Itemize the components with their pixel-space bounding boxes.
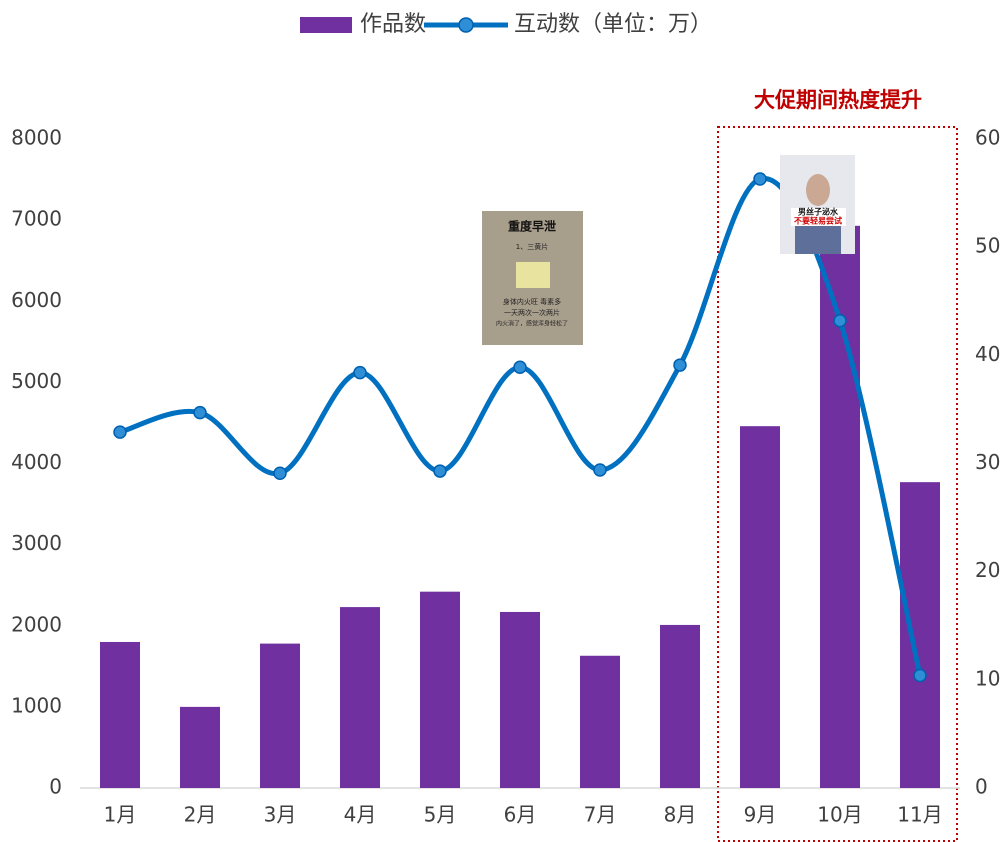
x-tick-label: 8月	[664, 803, 697, 827]
bar	[660, 624, 700, 788]
legend-marker	[458, 17, 474, 33]
y2-tick-label: 0	[975, 775, 988, 799]
image-text: 身体内火旺 毒素多	[503, 297, 561, 306]
y2-tick-label: 30	[975, 450, 1000, 474]
image-pack	[516, 262, 550, 288]
line-marker	[593, 463, 607, 477]
line-marker	[273, 466, 287, 480]
line-marker	[353, 365, 367, 380]
y2-tick-label: 50	[975, 234, 1000, 258]
bar	[420, 591, 460, 788]
image-text: 不要轻易尝试	[794, 216, 842, 226]
y2-tick-label: 60	[975, 126, 1000, 150]
line-marker	[193, 405, 207, 420]
y-tick-label: 8000	[11, 126, 62, 150]
image-text: 一天两次一次两片	[504, 308, 560, 317]
annotation: 大促期间热度提升	[754, 88, 922, 112]
bar	[820, 225, 860, 788]
image-text: 内火消了，感觉浑身轻松了	[496, 320, 568, 328]
y-tick-label: 1000	[11, 693, 62, 717]
x-tick-label: 7月	[584, 803, 617, 827]
legend-label: 互动数（单位：万）	[514, 12, 712, 37]
x-tick-label: 10月	[817, 803, 862, 827]
y-tick-label: 3000	[11, 531, 62, 555]
image-text: 1、三黄片	[516, 242, 548, 251]
x-tick-label: 4月	[344, 803, 377, 827]
x-tick-label: 6月	[504, 803, 537, 827]
image-label-bg	[791, 208, 846, 226]
bar	[500, 611, 540, 788]
line-marker	[673, 358, 687, 372]
bar	[900, 482, 940, 788]
bar	[340, 607, 380, 788]
x-tick-label: 11月	[897, 803, 942, 827]
line-marker	[833, 313, 847, 328]
bar	[260, 643, 300, 788]
bar	[100, 641, 140, 788]
legend-label: 作品数	[360, 12, 426, 37]
x-tick-label: 9月	[744, 803, 777, 827]
bar	[740, 426, 780, 788]
y-tick-label: 2000	[11, 612, 62, 636]
line-marker	[753, 172, 767, 186]
y-tick-label: 5000	[11, 369, 62, 393]
y-tick-label: 7000	[11, 207, 62, 231]
x-tick-label: 1月	[104, 803, 137, 827]
y2-tick-label: 10	[975, 666, 1000, 690]
x-tick-label: 5月	[424, 803, 457, 827]
x-tick-label: 2月	[184, 803, 217, 827]
y-tick-label: 0	[49, 775, 62, 799]
image-person	[806, 174, 830, 206]
y-tick-label: 6000	[11, 288, 62, 312]
line-marker	[433, 464, 447, 478]
y-tick-label: 4000	[11, 450, 62, 474]
image-text: 重度早泄	[508, 219, 556, 234]
bar	[180, 706, 220, 788]
line-marker	[913, 668, 927, 683]
image-text: 男丝子泌水	[798, 207, 839, 217]
line-marker	[113, 425, 127, 439]
line-marker	[513, 360, 527, 374]
x-tick-label: 3月	[264, 803, 297, 827]
bar	[580, 655, 620, 788]
y2-tick-label: 40	[975, 342, 1000, 366]
legend-swatch	[300, 17, 352, 33]
y2-tick-label: 20	[975, 558, 1000, 582]
promo-box	[717, 126, 958, 842]
